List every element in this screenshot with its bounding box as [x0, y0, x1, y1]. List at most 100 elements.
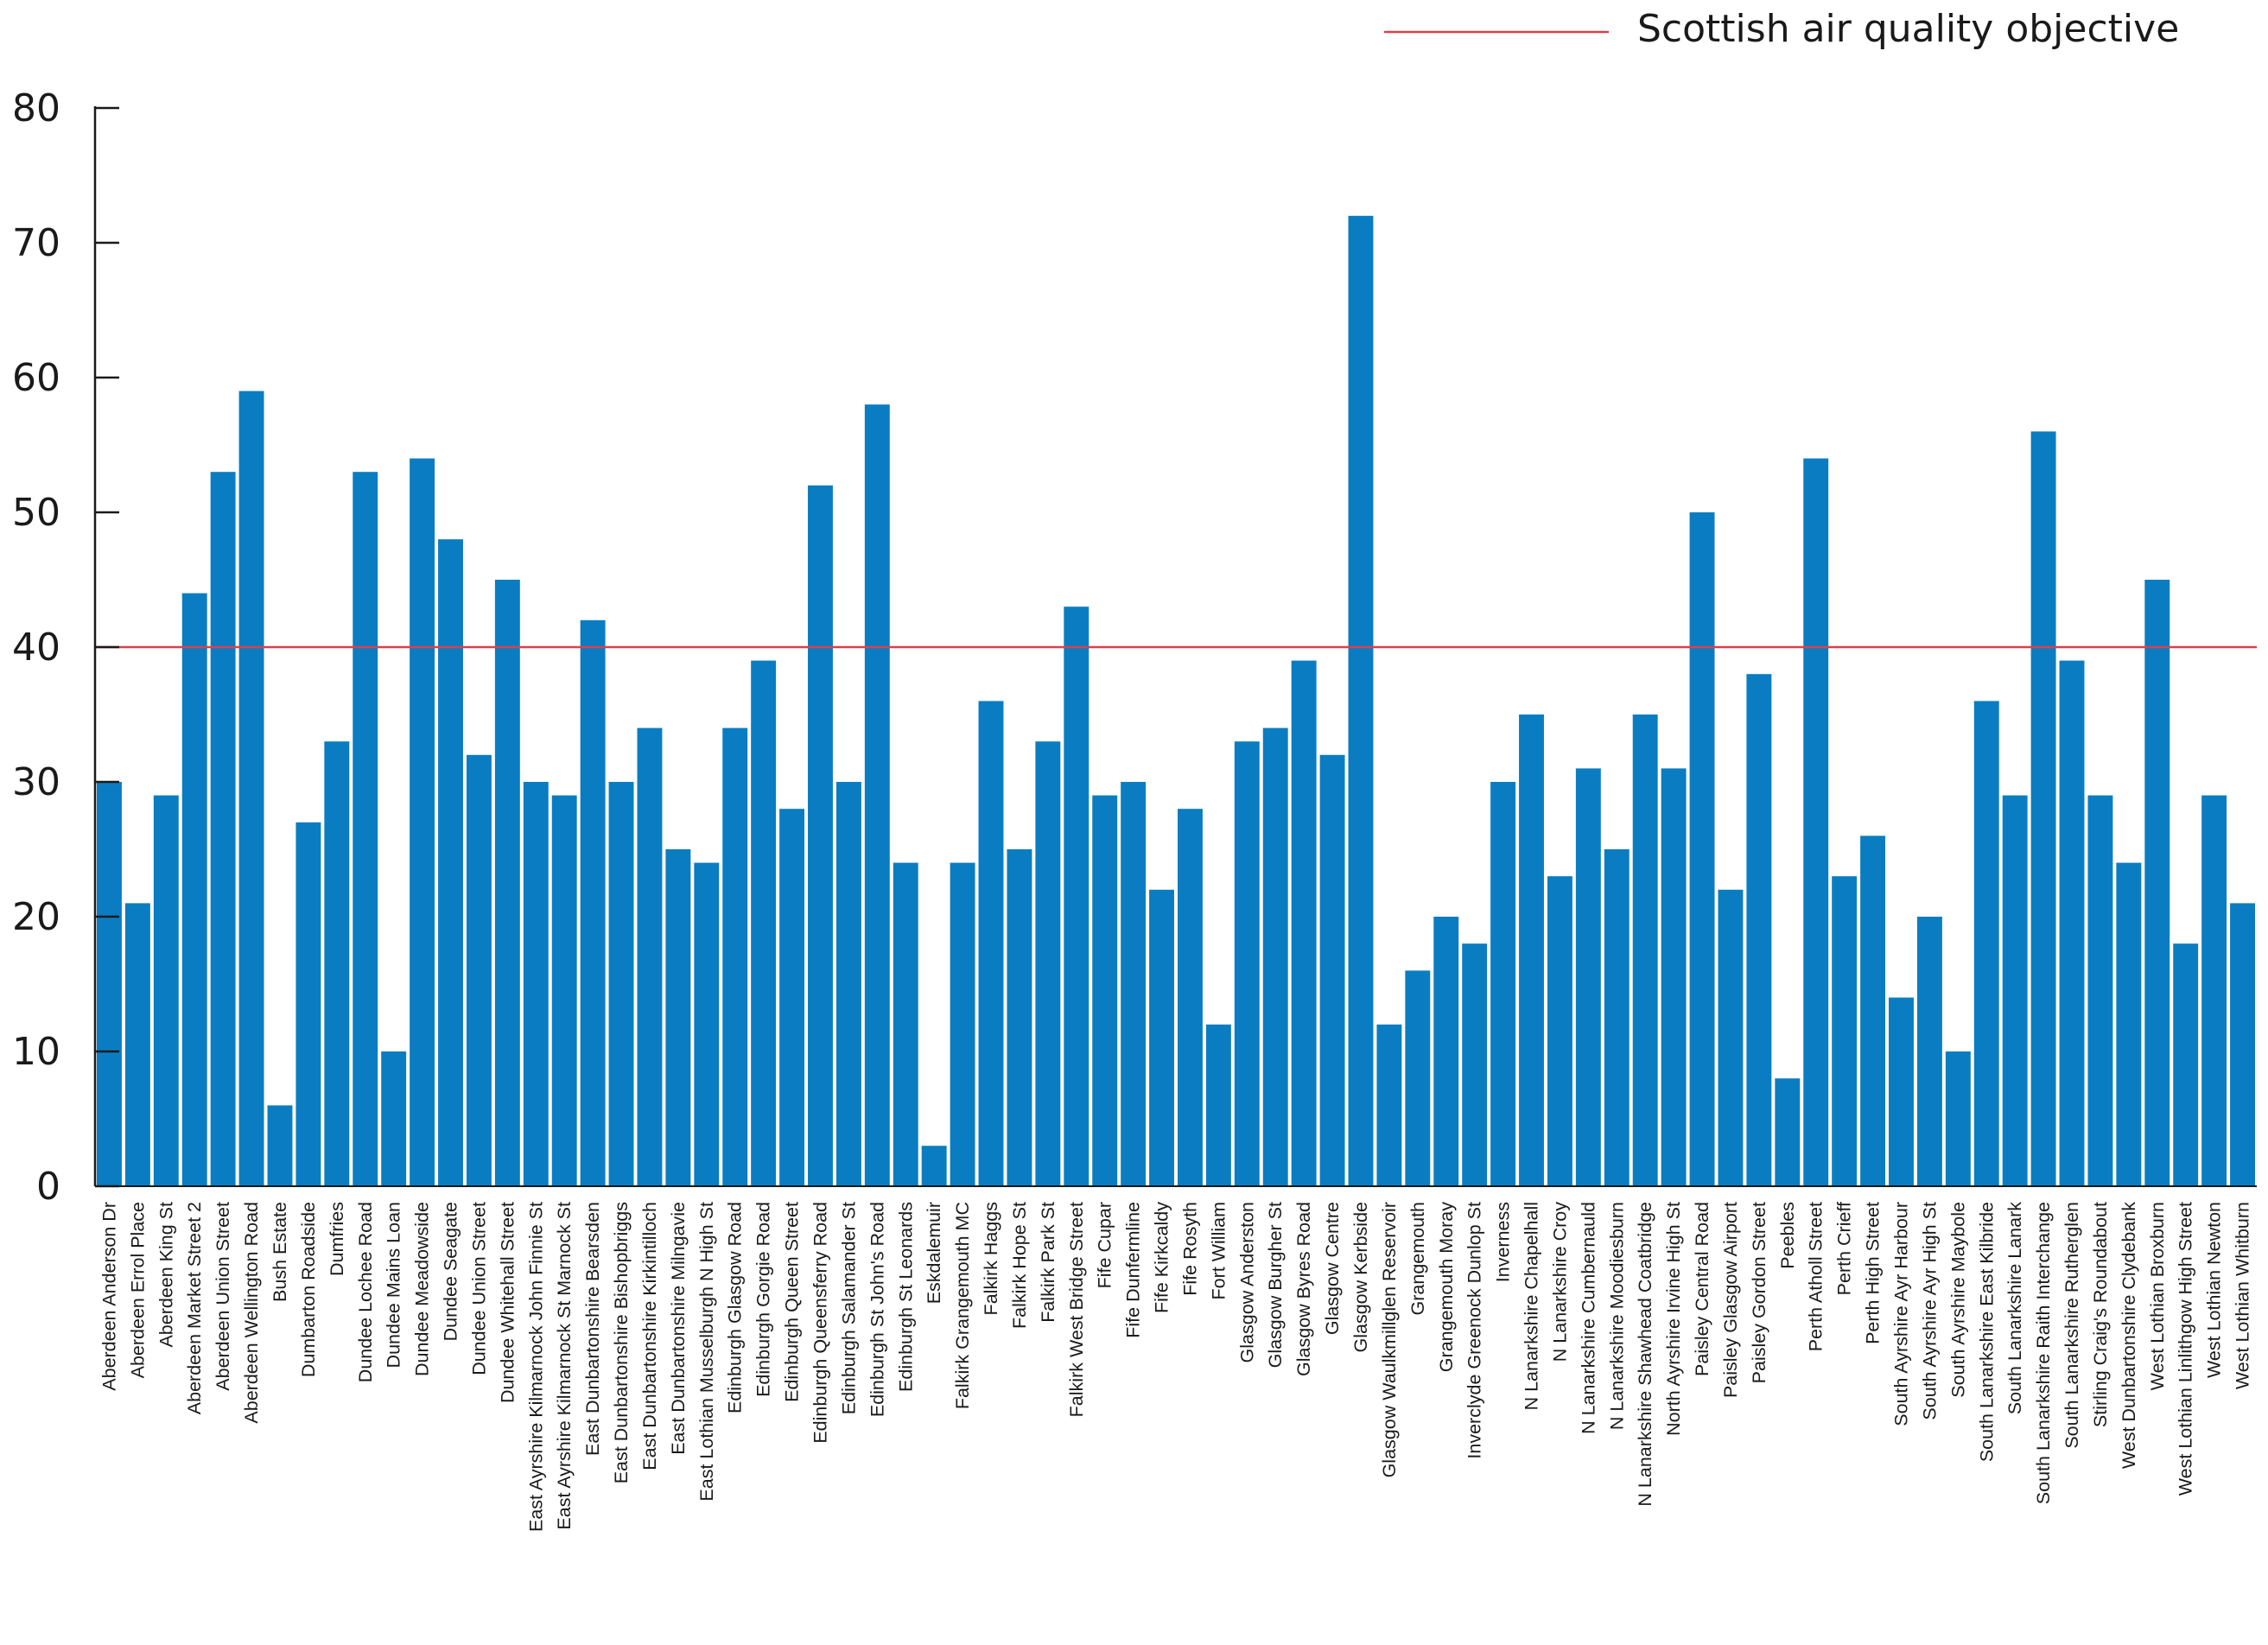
bar	[2116, 862, 2142, 1186]
bars-group	[97, 215, 2255, 1187]
x-tick-label: Dundee Seagate	[441, 1202, 461, 1341]
x-tick-label: Stirling Craig's Roundabout	[2090, 1202, 2111, 1427]
bar	[1121, 782, 1147, 1186]
x-tick-label: Paisley Gordon Street	[1749, 1202, 1769, 1383]
x-tick-label: N Lanarkshire Cumbernauld	[1578, 1202, 1598, 1434]
bar	[835, 782, 861, 1186]
x-tick-label: Dumbarton Roadside	[298, 1202, 319, 1377]
bar	[1462, 943, 1488, 1186]
x-tick-label: Glasgow Byres Road	[1293, 1202, 1314, 1376]
x-tick-label: Falkirk Hope St	[1009, 1202, 1030, 1329]
x-tick-label: Falkirk Park St	[1038, 1202, 1058, 1323]
x-tick-label: South Lanarkshire Raith Interchange	[2033, 1202, 2054, 1504]
x-tick-label: Falkirk West Bridge Street	[1066, 1202, 1087, 1417]
bar	[1547, 876, 1572, 1186]
bar	[1604, 849, 1630, 1186]
bar	[1490, 782, 1516, 1186]
bar	[353, 472, 378, 1186]
bar	[1433, 917, 1459, 1186]
x-tick-label: Glasgow Centre	[1322, 1202, 1343, 1335]
y-tick-label: 50	[12, 491, 60, 535]
x-tick-label: Perth High Street	[1863, 1202, 1884, 1344]
bar	[238, 391, 264, 1187]
x-tick-label: East Ayrshire Kilmarnock John Finnie St	[525, 1202, 546, 1532]
x-tick-label: Glasgow Kerbside	[1350, 1202, 1371, 1352]
x-tick-label: Aberdeen Union Street	[213, 1202, 233, 1391]
bar	[1064, 607, 1090, 1186]
x-tick-label: Aberdeen Errol Place	[127, 1202, 148, 1378]
x-tick-label: East Dunbartonshire Bishopbriggs	[611, 1202, 632, 1483]
bar	[466, 754, 492, 1186]
x-tick-label: Edinburgh Gorgie Road	[753, 1202, 774, 1397]
x-tick-label: West Lothian Broxburn	[2147, 1202, 2168, 1390]
bar	[1205, 1024, 1231, 1186]
x-tick-label: Peebles	[1777, 1202, 1798, 1269]
bar	[1832, 876, 1858, 1186]
x-tick-label: South Lanarkshire Lanark	[2004, 1202, 2025, 1414]
x-tick-label: Fort William	[1208, 1202, 1229, 1299]
bar	[1007, 849, 1032, 1186]
y-tick-label: 70	[12, 221, 60, 265]
bar	[2002, 795, 2028, 1186]
bar	[1291, 660, 1317, 1186]
bar	[2087, 795, 2113, 1186]
bar	[1718, 889, 1744, 1186]
bar	[1575, 768, 1601, 1186]
bar	[808, 485, 833, 1186]
bar	[1348, 215, 1374, 1186]
bar	[1519, 715, 1544, 1186]
x-tick-label: Eskdalemuir	[924, 1202, 944, 1304]
bar	[1889, 997, 1914, 1186]
x-tick-label: Fife Dunfermline	[1123, 1202, 1144, 1338]
bar	[381, 1051, 407, 1186]
bar	[665, 849, 691, 1186]
bar	[153, 795, 179, 1186]
bar	[950, 862, 975, 1186]
bar	[1405, 970, 1431, 1186]
bar	[2173, 943, 2199, 1186]
x-tick-label: North Ayrshire Irvine High St	[1663, 1202, 1684, 1436]
x-tick-label: Dundee Lochee Road	[355, 1202, 376, 1382]
bar	[1234, 741, 1260, 1186]
x-tick-label: Fife Rosyth	[1179, 1202, 1200, 1296]
x-tick-label: Aberdeen Market Street 2	[184, 1202, 205, 1414]
x-tick-label: Inverclyde Greenock Dunlop St	[1464, 1202, 1485, 1459]
bar	[324, 741, 350, 1186]
bar	[1860, 835, 1886, 1186]
x-tick-label: Dundee Whitehall Street	[497, 1202, 518, 1403]
bar	[1178, 809, 1203, 1186]
bar	[181, 593, 207, 1186]
x-tick-label: West Lothian Whitburn	[2233, 1202, 2253, 1389]
bar	[608, 782, 634, 1186]
x-tick-label: Edinburgh Salamander St	[838, 1202, 859, 1414]
x-tick-label: Aberdeen Anderson Dr	[98, 1202, 119, 1391]
bar	[1661, 768, 1687, 1186]
x-tick-label: South Ayrshire Ayr Harbour	[1890, 1202, 1911, 1426]
y-tick-label: 20	[12, 895, 60, 939]
x-tick-label: Fife Kirkcaldy	[1152, 1202, 1172, 1313]
x-tick-label: Edinburgh Queen Street	[782, 1202, 803, 1402]
x-tick-labels: Aberdeen Anderson Dr Aberdeen Errol Place…	[98, 1202, 2252, 1532]
x-tick-label: Falkirk Grangemouth MC	[952, 1202, 973, 1409]
x-tick-label: East Ayrshire Kilmarnock St Marnock St	[554, 1202, 575, 1530]
bar	[124, 903, 150, 1186]
x-tick-label: East Dunbartonshire Kirkintilloch	[639, 1202, 660, 1470]
x-tick-label: Dundee Mains Loan	[384, 1202, 404, 1368]
x-tick-label: South Lanarkshire East Kilbride	[1976, 1202, 1997, 1462]
x-tick-label: West Dunbartonshire Clydebank	[2119, 1202, 2139, 1469]
x-tick-label: Grangemouth Moray	[1436, 1202, 1457, 1372]
x-tick-label: Dundee Union Street	[468, 1202, 489, 1375]
x-tick-label: Edinburgh Queensferry Road	[810, 1202, 830, 1444]
y-tick-label: 40	[12, 626, 60, 670]
bar	[2144, 580, 2170, 1186]
x-tick-label: Edinburgh St John's Road	[867, 1202, 887, 1417]
bar	[551, 795, 577, 1186]
x-tick-label: West Lothian Newton	[2204, 1202, 2225, 1378]
x-tick-label: N Lanarkshire Moodiesburn	[1606, 1202, 1627, 1430]
x-tick-label: Bush Estate	[270, 1202, 290, 1302]
y-tick-label: 80	[12, 86, 60, 130]
x-tick-label: Paisley Glasgow Airport	[1720, 1202, 1741, 1398]
bar	[295, 822, 321, 1186]
